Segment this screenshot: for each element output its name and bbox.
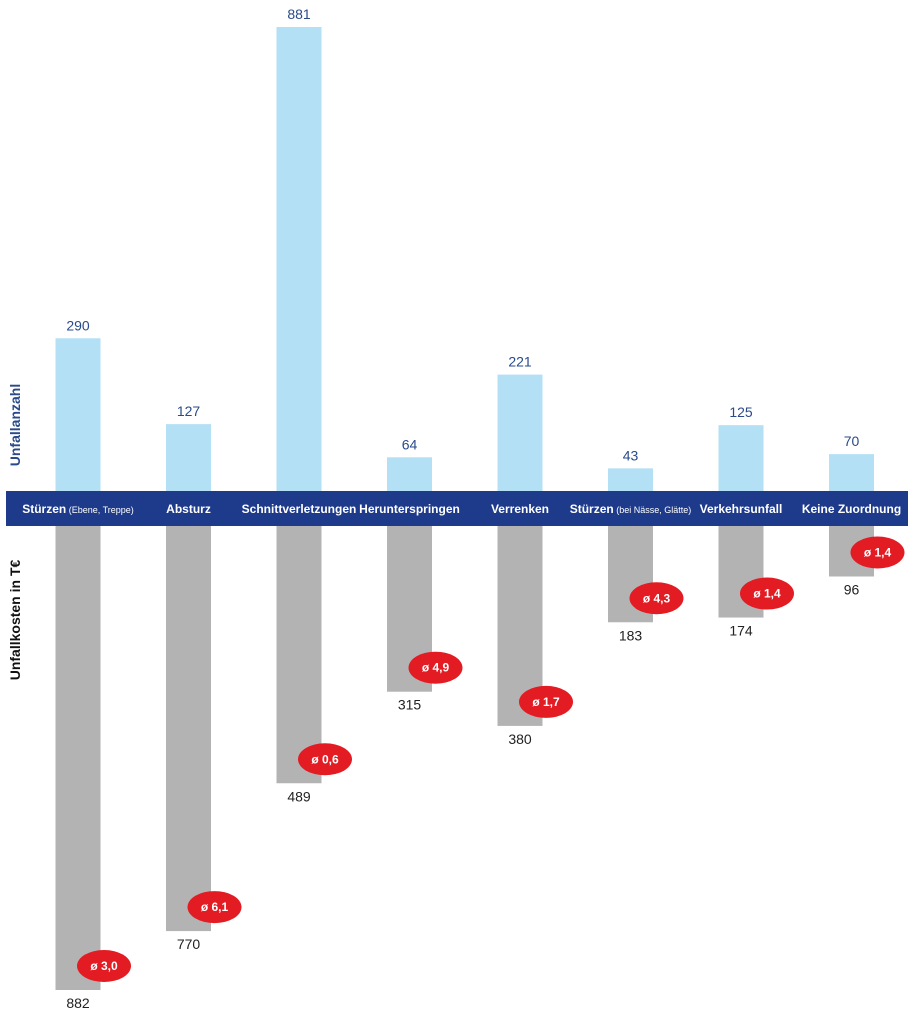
average-badges-group: ø 3,0 ø 6,1 ø 0,6 ø 4,9 ø 1,7 ø 4,3 ø 1,4 ø 1,4 (77, 536, 905, 982)
value-label-unfallanzahl: 64 (402, 436, 418, 452)
average-badge-label: ø 1,4 (753, 587, 781, 601)
bar-unfallanzahl (829, 454, 874, 491)
category-label: Verrenken (491, 502, 549, 516)
average-badge (519, 685, 573, 718)
category-label: Keine Zuordnung (802, 502, 901, 516)
value-label-unfallkosten: 96 (844, 582, 860, 598)
y-axis-label-top: Unfallanzahl (7, 384, 23, 466)
value-label-unfallanzahl: 290 (66, 317, 90, 333)
bar-unfallanzahl (718, 425, 764, 491)
top-bars-group: 290 127 881 64 221 43 125 70 (55, 6, 874, 491)
value-label-unfallanzahl: 881 (287, 6, 311, 22)
value-label-unfallanzahl: 70 (844, 433, 860, 449)
value-label-unfallanzahl: 43 (623, 447, 639, 463)
average-badge-label: ø 1,4 (864, 546, 892, 560)
average-badge (740, 577, 794, 610)
category-label: Herunterspringen (359, 502, 460, 516)
average-badge-label: ø 4,3 (643, 591, 671, 605)
value-label-unfallkosten: 380 (508, 731, 532, 747)
average-badge-label: ø 0,6 (311, 752, 339, 766)
category-label: Absturz (166, 502, 211, 516)
y-axis-label-bottom: Unfallkosten in T€ (7, 560, 23, 681)
bar-unfallkosten (276, 526, 322, 784)
category-labels-group: Stürzen (Ebene, Treppe) Absturz Schnittver… (22, 502, 901, 516)
category-label: Stürzen (Ebene, Treppe) (22, 502, 134, 516)
category-band (6, 491, 908, 526)
average-badge (629, 582, 684, 615)
bar-unfallanzahl (276, 27, 322, 491)
average-badge (298, 743, 352, 776)
value-label-unfallanzahl: 125 (729, 404, 753, 420)
bar-unfallanzahl (166, 424, 211, 491)
average-badge (187, 891, 242, 924)
bar-unfallanzahl (55, 338, 101, 491)
value-label-unfallanzahl: 127 (177, 403, 201, 419)
bar-unfallanzahl (387, 457, 432, 491)
average-badge-label: ø 3,0 (90, 959, 118, 973)
average-badge-label: ø 4,9 (422, 661, 450, 675)
average-badge-label: ø 6,1 (201, 900, 229, 914)
bar-unfallanzahl (608, 468, 653, 491)
value-label-unfallkosten: 882 (66, 995, 90, 1011)
average-badge-label: ø 1,7 (532, 695, 560, 709)
value-label-unfallkosten: 183 (619, 627, 643, 643)
bottom-bars-group: 882 770 489 315 380 183 174 96 (55, 526, 874, 1011)
value-label-unfallkosten: 489 (287, 788, 311, 804)
average-badge (850, 536, 905, 569)
category-label: Verkehrsunfall (700, 502, 783, 516)
bar-unfallkosten (166, 526, 211, 932)
value-label-unfallkosten: 315 (398, 697, 422, 713)
average-badge (408, 651, 463, 684)
category-label: Stürzen (bei Nässe, Glätte) (570, 502, 692, 516)
value-label-unfallkosten: 174 (729, 623, 753, 639)
average-badge (77, 950, 131, 982)
category-label: Schnittverletzungen (242, 502, 357, 516)
value-label-unfallanzahl: 221 (508, 354, 532, 370)
bar-unfallkosten (55, 526, 101, 990)
value-label-unfallkosten: 770 (177, 936, 201, 952)
bar-unfallanzahl (497, 374, 543, 491)
